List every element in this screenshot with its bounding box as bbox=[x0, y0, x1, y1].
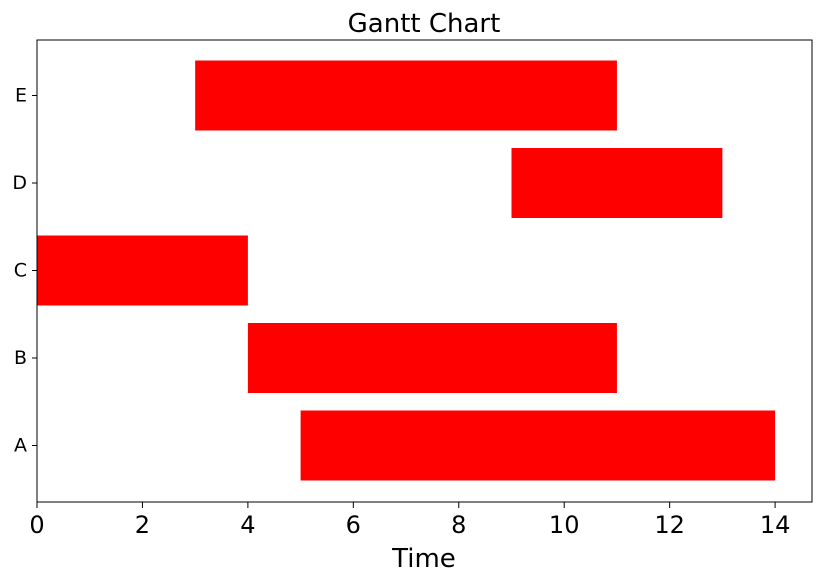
x-axis-label: Time bbox=[391, 544, 456, 574]
y-tick-label: D bbox=[12, 172, 27, 194]
x-tick-label: 0 bbox=[29, 511, 44, 539]
x-tick-label: 6 bbox=[346, 511, 361, 539]
bars-layer bbox=[37, 60, 776, 481]
x-tick-label: 10 bbox=[549, 511, 580, 539]
y-tick-label: C bbox=[14, 260, 27, 282]
x-tick-label: 12 bbox=[654, 511, 685, 539]
x-tick-label: 14 bbox=[760, 511, 791, 539]
x-tick-label: 2 bbox=[135, 511, 150, 539]
y-axis-ticks: A B C D E bbox=[12, 85, 37, 457]
y-tick-label: A bbox=[14, 435, 27, 457]
x-tick-label: 8 bbox=[451, 511, 466, 539]
y-tick-label: B bbox=[14, 347, 27, 369]
gantt-bar-a bbox=[300, 410, 776, 481]
x-tick-label: 4 bbox=[240, 511, 255, 539]
gantt-bar-e bbox=[195, 60, 617, 131]
chart-title: Gantt Chart bbox=[348, 9, 501, 39]
gantt-bar-d bbox=[511, 148, 723, 218]
gantt-bar-b bbox=[247, 323, 617, 393]
y-tick-label: E bbox=[15, 85, 27, 107]
x-axis-ticks: 0 2 4 6 8 10 12 14 bbox=[29, 502, 790, 539]
gantt-bar-c bbox=[37, 235, 248, 306]
